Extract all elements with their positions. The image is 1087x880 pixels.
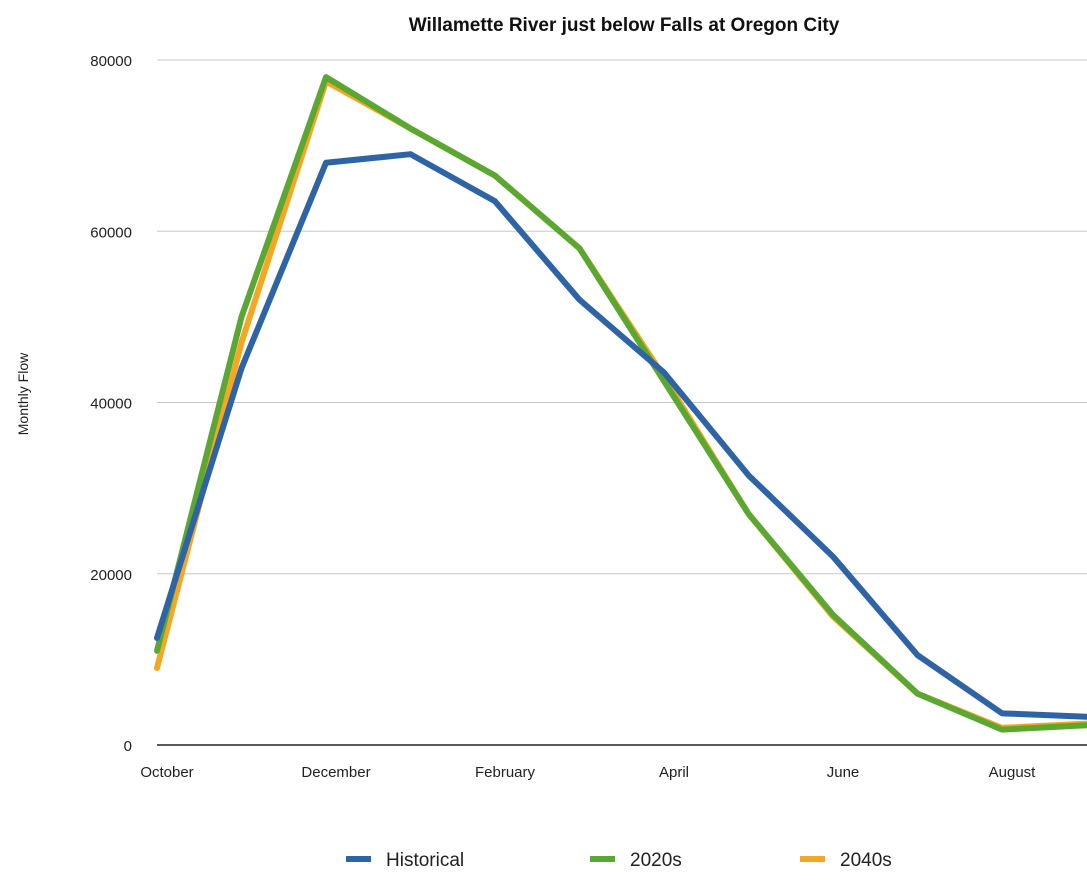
y-tick-label: 20000	[90, 567, 132, 584]
series-lines	[154, 74, 1087, 733]
x-tick-label: October	[140, 764, 193, 781]
legend: Historical 2020s 2040s	[346, 850, 892, 871]
y-tick-label: 80000	[90, 53, 132, 70]
y-tick-label: 0	[124, 738, 132, 755]
y-axis-title: Monthly Flow	[15, 352, 31, 435]
x-tick-label: June	[827, 764, 860, 781]
series-line-2020s	[154, 74, 1087, 733]
legend-label: 2020s	[630, 850, 682, 871]
x-tick-label: February	[475, 764, 536, 781]
gridlines	[157, 59, 1087, 575]
y-tick-labels: 0 20000 40000 60000 80000	[90, 53, 132, 755]
x-tick-label: December	[301, 764, 370, 781]
legend-label: 2040s	[840, 850, 892, 871]
series-line-2040s	[154, 78, 1087, 731]
y-tick-label: 40000	[90, 396, 132, 413]
legend-label: Historical	[386, 850, 464, 871]
y-tick-label: 60000	[90, 224, 132, 241]
x-tick-labels: October December February April June August	[140, 764, 1036, 781]
chart-title: Willamette River just below Falls at Ore…	[409, 15, 840, 36]
x-tick-label: August	[989, 764, 1037, 781]
series-line-historical	[154, 151, 1087, 720]
x-tick-label: April	[659, 764, 689, 781]
